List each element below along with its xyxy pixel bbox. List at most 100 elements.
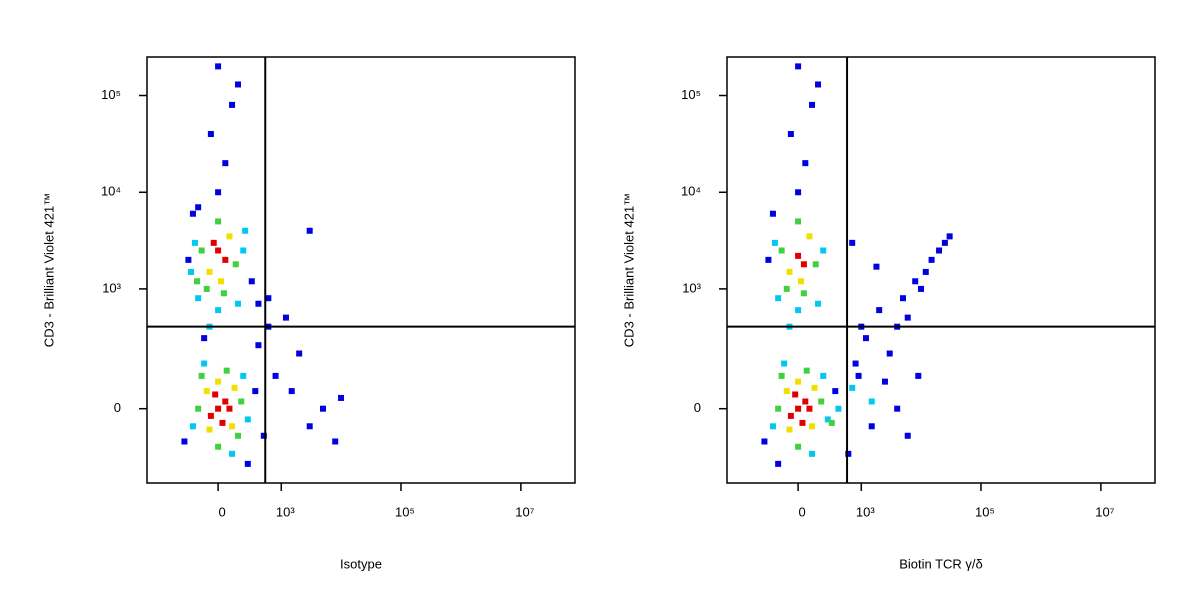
event-point [845, 450, 852, 457]
event-point [222, 160, 229, 167]
event-point [809, 101, 816, 108]
plot-frame [726, 56, 1156, 484]
event-point [800, 290, 807, 297]
event-point [215, 378, 222, 385]
event-point [765, 256, 772, 263]
event-point [787, 131, 794, 138]
event-point [886, 350, 893, 357]
event-point [198, 247, 205, 254]
event-point [894, 405, 901, 412]
event-point [215, 307, 222, 314]
event-point [203, 388, 210, 395]
event-point [786, 268, 793, 275]
event-point [319, 405, 326, 412]
event-point [769, 423, 776, 430]
event-point [244, 416, 251, 423]
event-point [771, 239, 778, 246]
event-point [226, 233, 233, 240]
event-point [818, 398, 825, 405]
event-point [232, 261, 239, 268]
event-point [868, 398, 875, 405]
event-point [783, 285, 790, 292]
event-point [189, 210, 196, 217]
y-tick-label: 10⁴ [101, 184, 121, 199]
y-tick-label: 10³ [682, 280, 701, 295]
event-point [946, 233, 953, 240]
y-tick-label: 0 [694, 400, 701, 415]
x-axis-title: Biotin TCR γ/δ [899, 556, 983, 571]
event-point [212, 391, 219, 398]
event-point [922, 268, 929, 275]
event-point [332, 438, 339, 445]
event-point [306, 227, 313, 234]
event-point [775, 405, 782, 412]
event-point [761, 438, 768, 445]
event-point [252, 388, 259, 395]
event-point [941, 239, 948, 246]
event-point [795, 252, 802, 259]
event-point [195, 204, 202, 211]
event-point [795, 307, 802, 314]
event-point [265, 295, 272, 302]
event-point [806, 233, 813, 240]
event-point [820, 247, 827, 254]
x-tick-label: 10³ [856, 504, 875, 519]
event-point [904, 314, 911, 321]
x-tick-label: 10⁷ [515, 504, 534, 519]
event-point [849, 384, 856, 391]
event-point [282, 314, 289, 321]
event-point [799, 419, 806, 426]
event-point [229, 101, 236, 108]
event-point [778, 247, 785, 254]
event-point [185, 256, 192, 263]
x-tick-label: 10⁵ [395, 504, 415, 519]
event-point [215, 218, 222, 225]
event-point [812, 261, 819, 268]
event-point [795, 405, 802, 412]
y-axis-title: CD3 - Brilliant Violet 421™ [41, 193, 56, 347]
event-point [803, 367, 810, 374]
y-tick-label: 10⁵ [101, 87, 121, 102]
event-point [787, 412, 794, 419]
x-tick-label: 0 [218, 504, 225, 519]
event-point [244, 460, 251, 467]
event-point [783, 388, 790, 395]
event-point [231, 384, 238, 391]
event-point [786, 426, 793, 433]
event-point [242, 227, 249, 234]
event-point [207, 131, 214, 138]
event-point [815, 81, 822, 88]
event-point [800, 261, 807, 268]
event-point [189, 423, 196, 430]
event-point [806, 405, 813, 412]
event-point [904, 432, 911, 439]
event-point [218, 278, 225, 285]
event-point [272, 372, 279, 379]
event-point [852, 360, 859, 367]
event-point [206, 268, 213, 275]
event-point [338, 394, 345, 401]
event-point [235, 300, 242, 307]
event-point [215, 405, 222, 412]
event-point [288, 388, 295, 395]
event-point [215, 189, 222, 196]
event-point [809, 450, 816, 457]
event-point [215, 443, 222, 450]
event-point [832, 388, 839, 395]
y-tick-label: 10³ [102, 280, 121, 295]
event-point [207, 412, 214, 419]
event-point [222, 398, 229, 405]
event-point [296, 350, 303, 357]
event-point [191, 239, 198, 246]
event-point [824, 416, 831, 423]
event-point [255, 300, 262, 307]
event-point [862, 335, 869, 342]
event-point [778, 372, 785, 379]
event-point [240, 372, 247, 379]
event-point [194, 278, 201, 285]
event-point [201, 335, 208, 342]
event-point [195, 295, 202, 302]
event-point [915, 372, 922, 379]
y-tick-label: 10⁴ [681, 184, 701, 199]
